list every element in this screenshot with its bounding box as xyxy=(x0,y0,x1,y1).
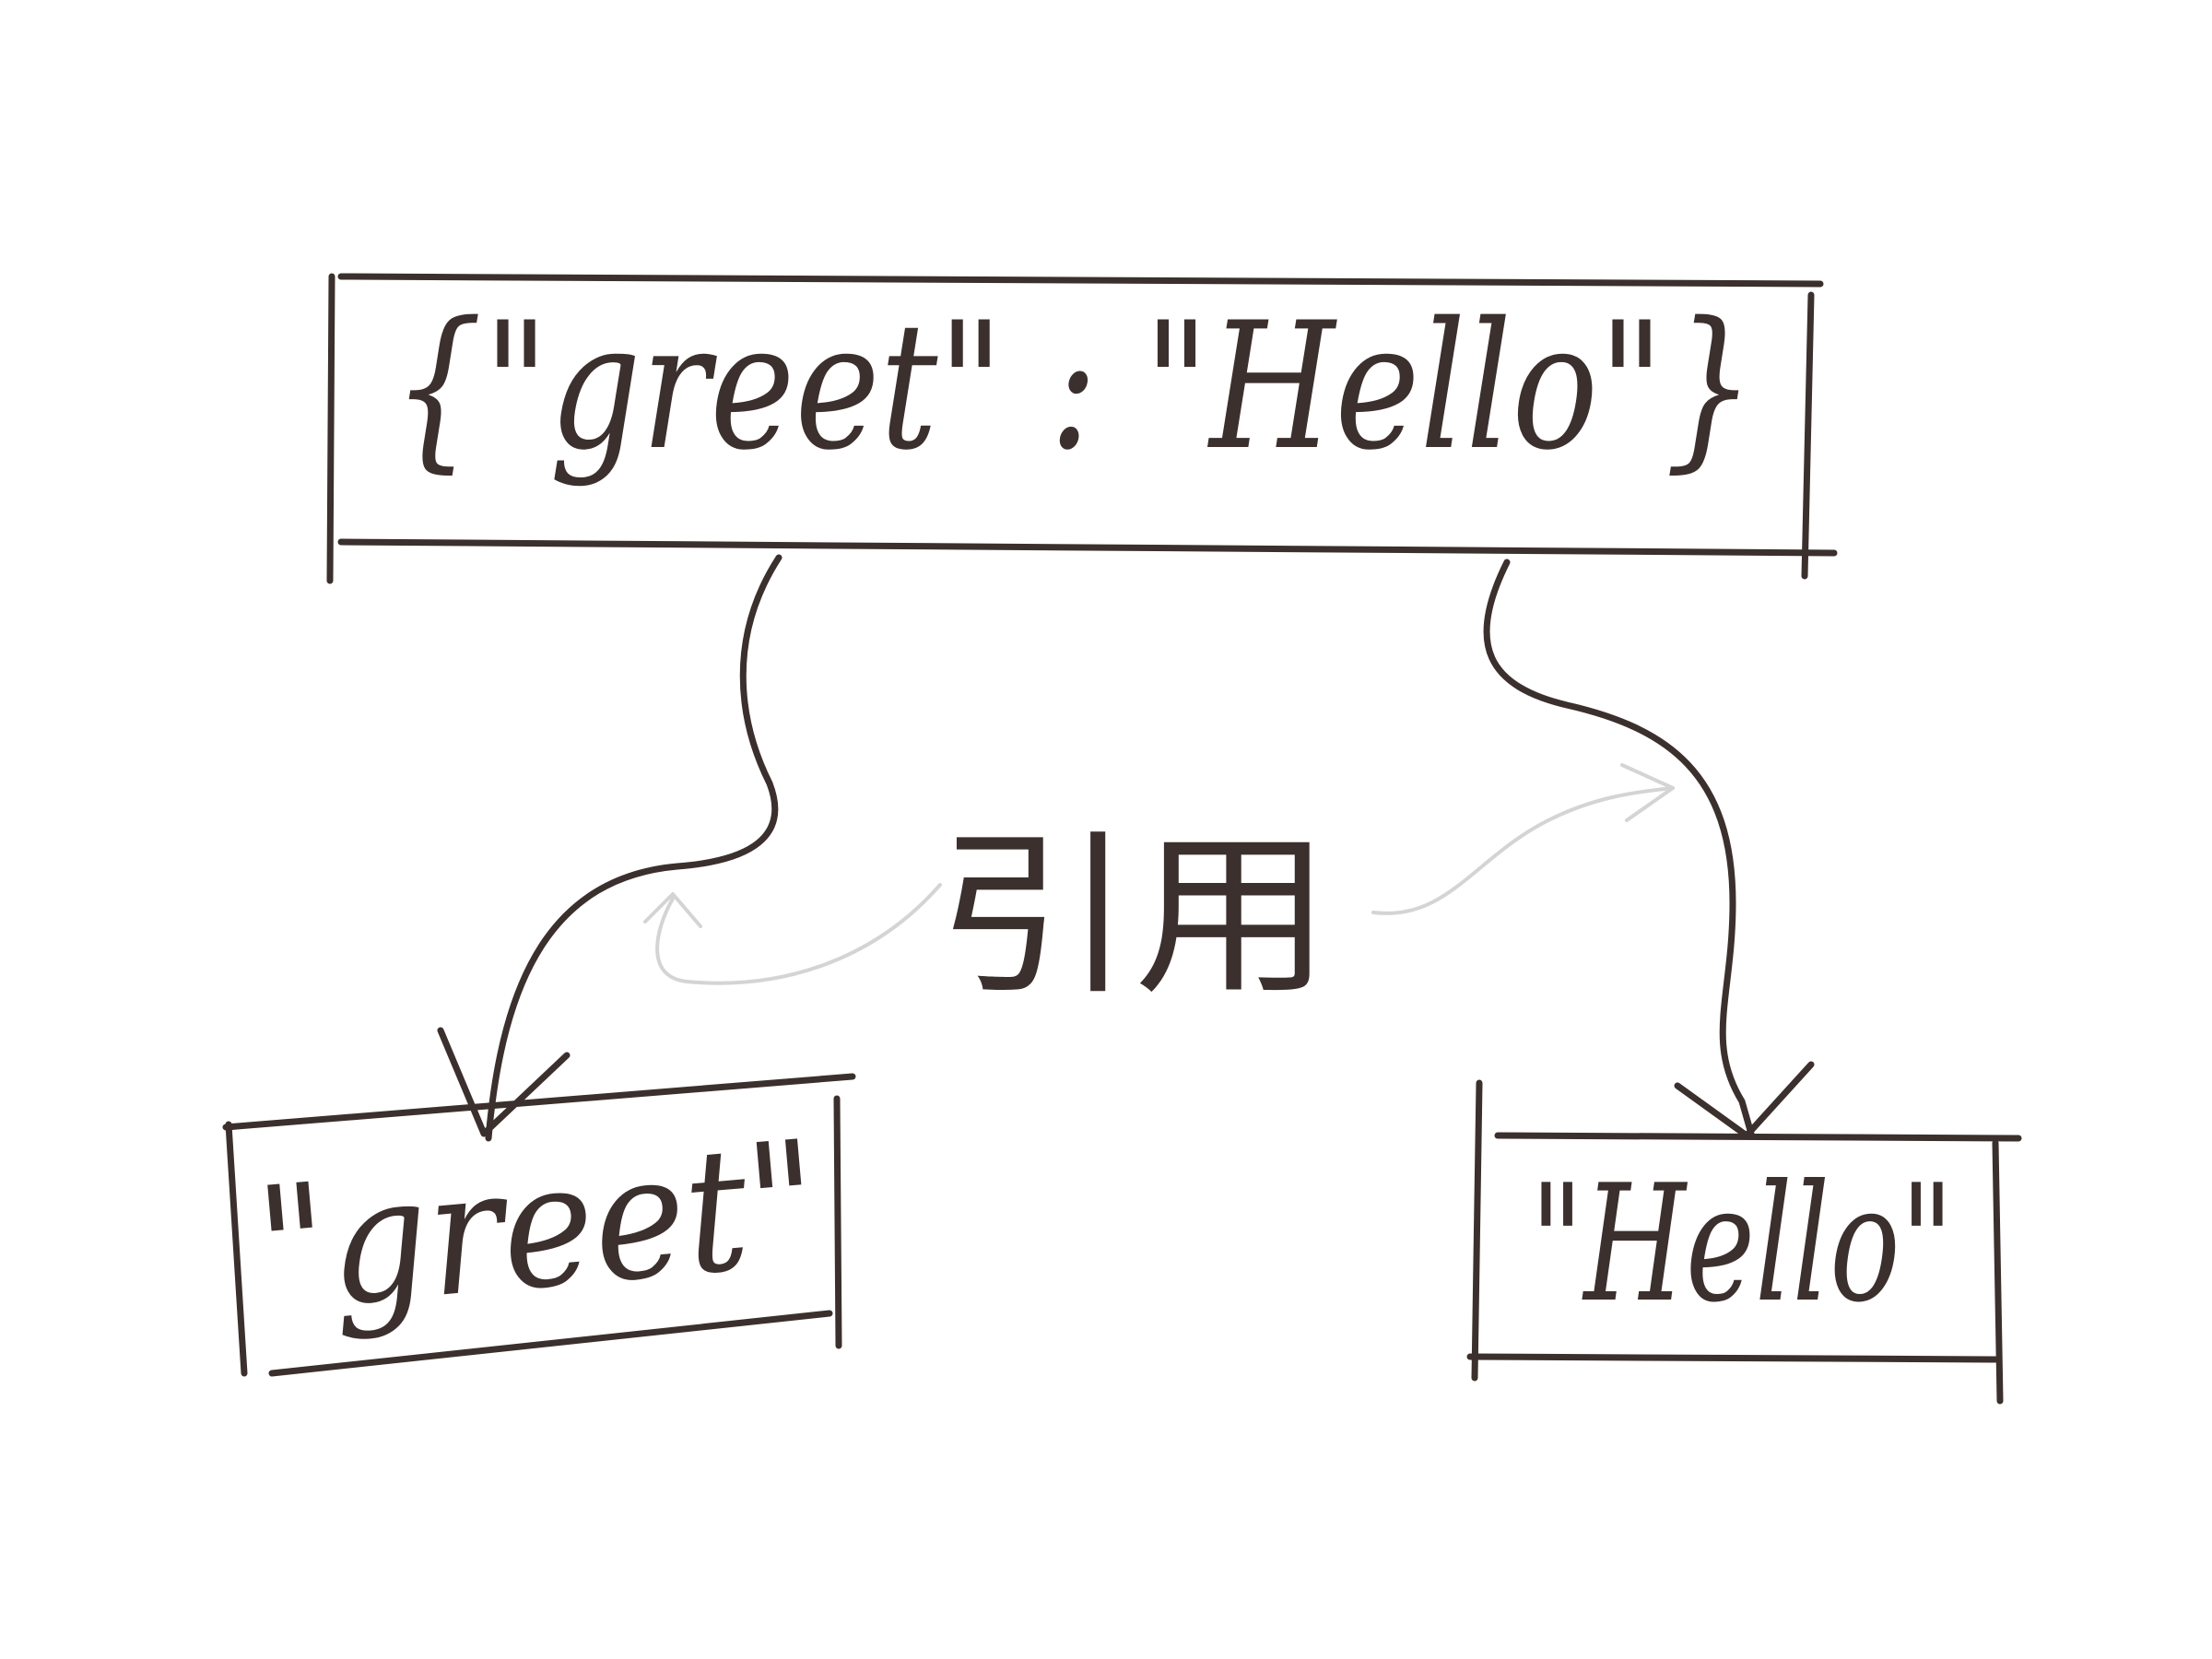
reference-arrow-right xyxy=(1371,786,1675,915)
object-box-bottom-edge xyxy=(337,538,1838,557)
reference-arrow-right-head xyxy=(1620,763,1675,822)
reference-arrow-left-head xyxy=(643,892,702,928)
value-box-right-edge xyxy=(1992,1139,2004,1405)
reference-arrows xyxy=(643,763,1675,985)
arrow-to-value xyxy=(1483,559,1815,1139)
value-box-top-edge xyxy=(1494,1132,2022,1142)
value-box: "Hello" xyxy=(1466,1079,2022,1405)
object-box-left-edge xyxy=(326,273,335,584)
reference-label: 引用 xyxy=(935,815,1332,1018)
arrow-to-key-head xyxy=(437,1027,571,1137)
arrow-to-value-shaft xyxy=(1483,559,1755,1137)
reference-arrow-left xyxy=(655,883,942,985)
key-box-text: "greet" xyxy=(250,1103,828,1350)
key-box-bottom-edge xyxy=(268,1310,833,1377)
value-box-bottom-edge xyxy=(1466,1353,1999,1363)
key-box-top-edge xyxy=(222,1073,856,1131)
arrow-to-key xyxy=(437,554,782,1142)
arrow-to-key-shaft xyxy=(485,554,782,1142)
object-box-right-edge xyxy=(1801,291,1815,580)
object-box: {"greet" : "Hello"} xyxy=(326,273,1838,584)
key-box: "greet" xyxy=(222,1073,856,1377)
value-box-text: "Hello" xyxy=(1530,1151,1954,1338)
object-box-text: {"greet" : "Hello"} xyxy=(392,285,1756,488)
key-box-left-edge xyxy=(225,1121,248,1377)
key-box-right-edge xyxy=(833,1095,842,1349)
value-box-left-edge xyxy=(1471,1079,1483,1382)
object-box-top-edge xyxy=(337,273,1824,288)
